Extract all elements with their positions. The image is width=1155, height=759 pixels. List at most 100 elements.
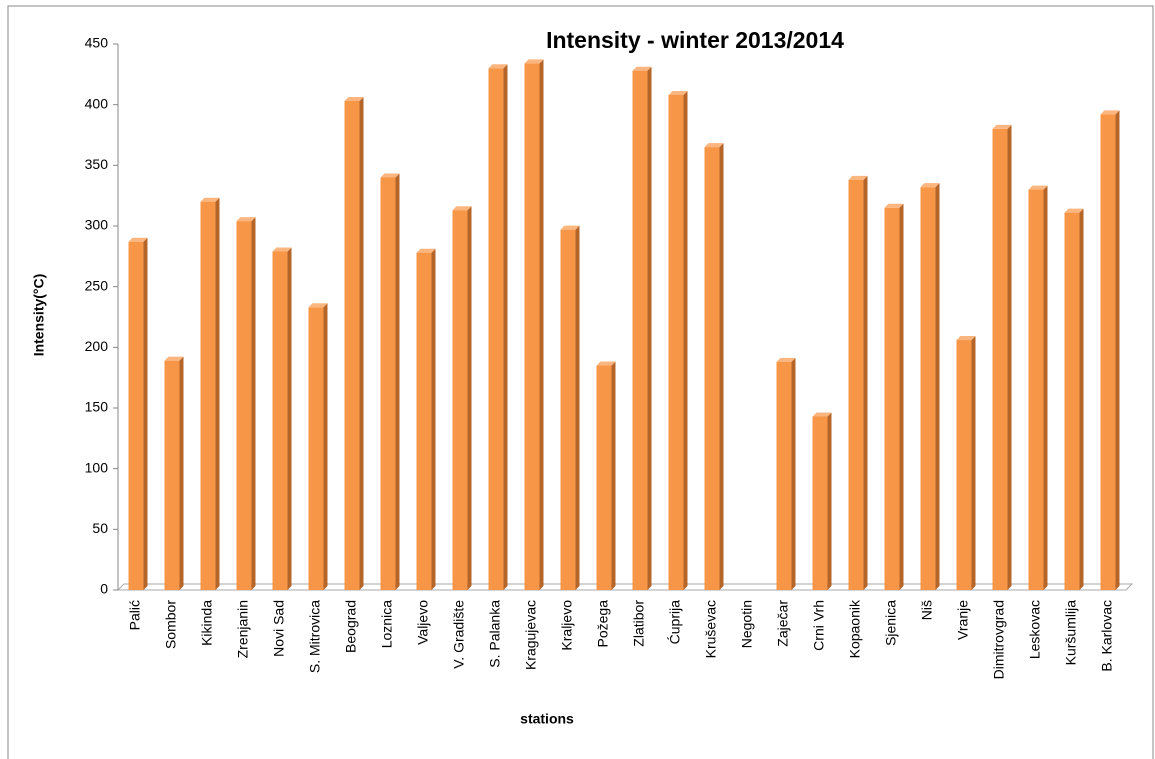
x-tick-label: Kikinda — [199, 600, 215, 646]
x-tick-label: Zrenjanin — [235, 600, 251, 658]
bar-top — [992, 124, 1012, 129]
bar-side — [1079, 208, 1084, 591]
x-tick-label: B. Karlovac — [1099, 600, 1115, 672]
bar-top — [308, 303, 328, 308]
bar-top — [668, 90, 688, 95]
bar-top — [884, 203, 904, 208]
x-tick-label: Sjenica — [883, 600, 899, 646]
bar-top — [560, 225, 580, 230]
x-tick-label: Sombor — [163, 600, 179, 649]
x-tick-label: S. Palanka — [487, 600, 503, 668]
bar-top — [956, 336, 976, 341]
bar — [956, 340, 972, 590]
x-tick-label: Loznica — [379, 600, 395, 648]
x-tick-label: Zaječar — [775, 600, 791, 647]
bar — [164, 360, 180, 590]
y-tick-label: 300 — [85, 217, 109, 233]
y-tick-label: 0 — [100, 581, 108, 597]
bar-top — [272, 247, 292, 252]
bar — [848, 179, 864, 591]
bar-side — [215, 197, 220, 590]
x-tick-label: Vranje — [955, 600, 971, 640]
bar-top — [632, 66, 652, 71]
x-tick-label: Negotin — [739, 600, 755, 648]
x-tick-label: Kraljevo — [559, 600, 575, 651]
bar — [884, 207, 900, 591]
bar-top — [704, 143, 724, 148]
bar-top — [236, 217, 256, 222]
x-tick-label: Kopaonik — [847, 599, 863, 658]
y-axis-label: Intensity(°C) — [31, 274, 47, 357]
bar-side — [395, 173, 400, 590]
bar-top — [452, 206, 472, 211]
x-tick-label: Kruševac — [703, 600, 719, 658]
y-tick-label: 200 — [85, 338, 109, 354]
bar — [272, 251, 288, 591]
x-tick-label: Ćuprija — [667, 600, 683, 645]
bar — [668, 94, 684, 591]
bar-top — [1028, 185, 1048, 190]
bar-side — [575, 225, 580, 590]
bar — [128, 241, 144, 591]
x-tick-label: Valjevo — [415, 600, 431, 645]
bar — [596, 365, 612, 590]
bar-side — [251, 217, 256, 590]
y-tick-label: 450 — [85, 35, 109, 51]
bar — [1028, 189, 1044, 590]
bar — [200, 201, 216, 590]
bar — [308, 307, 324, 590]
bar-side — [611, 361, 616, 590]
x-tick-label: Požega — [595, 600, 611, 648]
x-tick-label: Palić — [127, 600, 143, 630]
x-tick-label: Zlatibor — [631, 600, 647, 647]
bar — [632, 70, 648, 590]
bar-side — [359, 97, 364, 590]
bar-top — [524, 59, 544, 64]
bar-top — [596, 361, 616, 366]
bar-top — [776, 357, 796, 362]
bar-side — [791, 357, 796, 590]
bar-top — [848, 175, 868, 180]
bar-side — [503, 64, 508, 591]
bar-top — [1100, 110, 1120, 115]
bar-side — [1115, 110, 1120, 590]
floor — [116, 583, 1134, 591]
x-tick-label: Crni Vrh — [811, 600, 827, 651]
chart-title: Intensity - winter 2013/2014 — [546, 27, 844, 53]
bar-side — [647, 66, 652, 590]
y-tick-label: 350 — [85, 156, 109, 172]
bar — [380, 177, 396, 590]
bar-top — [416, 248, 436, 253]
bar — [920, 187, 936, 590]
bar — [236, 221, 252, 590]
bar-side — [971, 336, 976, 590]
bar-top — [344, 97, 364, 102]
bar-side — [863, 175, 868, 591]
bar-top — [1064, 208, 1084, 213]
bar-top — [164, 356, 184, 361]
bar-side — [539, 59, 544, 591]
x-tick-label: Dimitrovgrad — [991, 600, 1007, 679]
x-tick-label: Leskovac — [1027, 600, 1043, 659]
y-tick-label: 100 — [85, 459, 109, 475]
bar-side — [827, 412, 832, 590]
bar — [416, 252, 432, 590]
bar-side — [179, 356, 184, 590]
bar-top — [920, 183, 940, 188]
bar — [560, 229, 576, 590]
bar-side — [467, 206, 472, 590]
bar-top — [812, 412, 832, 417]
bar-side — [899, 203, 904, 591]
bar-side — [287, 247, 292, 591]
y-tick-label: 50 — [92, 520, 108, 536]
bar — [344, 101, 360, 590]
bar-top — [488, 64, 508, 69]
bar-top — [128, 237, 148, 242]
x-tick-label: S. Mitrovica — [307, 600, 323, 673]
bar — [704, 147, 720, 590]
bar — [488, 68, 504, 591]
bar-side — [935, 183, 940, 590]
bar-side — [143, 237, 148, 591]
x-tick-label: Kuršumlija — [1063, 600, 1079, 666]
